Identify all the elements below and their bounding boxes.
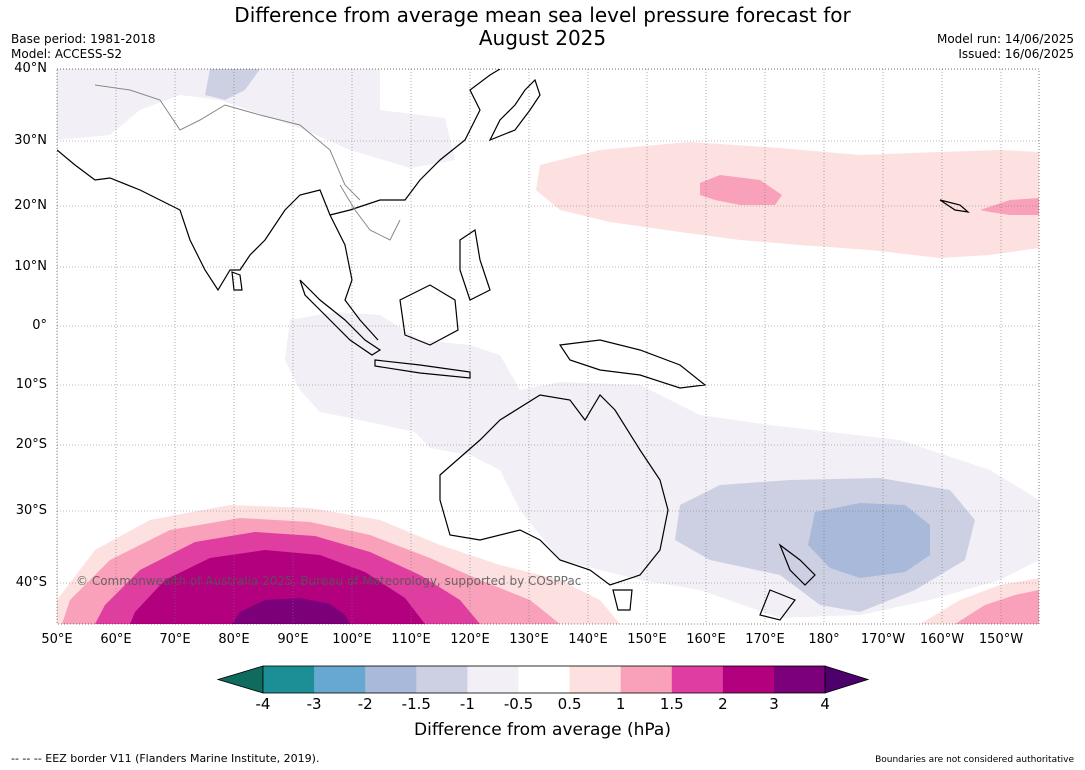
lat-label: 30°N: [14, 133, 47, 148]
colorbar-bin: [518, 666, 571, 693]
map-title: Difference from average mean sea level p…: [0, 4, 1085, 50]
graticule: [57, 69, 1039, 624]
coastline-philippines: [459, 228, 491, 301]
country-borders: [94, 84, 401, 241]
colorbar-bin: [569, 666, 622, 693]
colorbar-tick-label: 3: [769, 695, 779, 713]
model-info: Base period: 1981-2018 Model: ACCESS-S2: [11, 32, 156, 62]
colorbar-tick-label: 4: [820, 695, 830, 713]
lon-label: 50°E: [41, 632, 73, 647]
colorbar-tick-label: 2: [718, 695, 728, 713]
border-indochina: [339, 184, 401, 241]
lon-label: 100°E: [332, 632, 372, 647]
anomaly-fields: [57, 69, 1039, 624]
lon-label: 120°E: [450, 632, 490, 647]
lon-label: 160°E: [686, 632, 726, 647]
coastline-tasmania: [612, 589, 633, 611]
lat-label: 10°N: [14, 259, 47, 274]
colorbar-title: Difference from average (hPa): [414, 720, 671, 740]
coastline-hawaii: [939, 199, 970, 213]
colorbar-tick-label: 1.5: [659, 695, 684, 713]
lat-label: 0°: [32, 318, 47, 333]
colorbar-bin: [314, 666, 366, 693]
positive-anomaly-pacific-core: [700, 175, 782, 205]
coastline-new-zealand-south: [759, 589, 796, 621]
lon-label: 110°E: [391, 632, 431, 647]
coastlines: [57, 69, 970, 621]
lon-label: 60°E: [100, 632, 132, 647]
lon-label: 170°W: [860, 632, 906, 647]
lon-label: 90°E: [277, 632, 309, 647]
colorbar-tick-label: -4: [255, 695, 271, 713]
positive-anomaly-pacific: [536, 142, 1039, 258]
lat-label: 40°S: [15, 575, 47, 590]
lon-label: 150°W: [978, 632, 1024, 647]
lon-label: 160°W: [919, 632, 965, 647]
lon-label: 80°E: [218, 632, 250, 647]
colorbar-bin: [774, 666, 826, 693]
lat-label: 10°S: [15, 377, 47, 392]
coastline-new-zealand-north: [778, 543, 816, 586]
coastline-sumatra: [299, 279, 382, 356]
colorbar-extend-low: [216, 665, 264, 694]
eez-border-note: -- -- -- EEZ border V11 (Flanders Marine…: [11, 752, 320, 765]
negative-anomaly-north: [57, 69, 455, 168]
colorbar-tick-label: 1: [615, 695, 626, 713]
positive-anomaly-pacific-east: [980, 198, 1039, 215]
colorbar-bin: [467, 666, 519, 693]
coastline-australia: [439, 394, 669, 586]
colorbar-bin: [416, 666, 468, 693]
colorbar-bin: [620, 666, 673, 693]
colorbar-tick-label: -0.5: [503, 695, 534, 713]
colorbar-frame: [262, 665, 826, 694]
coastline-borneo: [399, 284, 459, 346]
issued-date: Issued: 16/06/2025: [958, 47, 1074, 61]
boundaries-disclaimer: Boundaries are not considered authoritat…: [875, 755, 1074, 765]
colorbar-bin: [671, 666, 724, 693]
coastline-japan-korea: [488, 78, 541, 142]
negative-anomaly-himalaya: [205, 69, 260, 100]
map-frame: [56, 68, 1040, 625]
lon-label: 130°E: [509, 632, 549, 647]
base-period: Base period: 1981-2018: [11, 32, 156, 46]
model-run-date: Model run: 14/06/2025: [936, 32, 1074, 46]
border-south-asia: [94, 84, 361, 201]
run-info: Model run: 14/06/2025 Issued: 16/06/2025: [937, 32, 1074, 62]
colorbar-tick-label: -2: [357, 695, 373, 713]
map-area[interactable]: [57, 69, 1039, 624]
lon-label: 140°E: [568, 632, 608, 647]
coastline-indochina-china: [329, 69, 501, 216]
positive-anomaly-sio-2: [130, 550, 425, 624]
colorbar-tick-label: -1: [459, 695, 475, 713]
lon-label: 70°E: [159, 632, 191, 647]
coastline-java: [374, 359, 471, 379]
colorbar-tick-label: 0.5: [557, 695, 582, 713]
colorbar-tick-label: -1.5: [401, 695, 431, 713]
lon-label: 150°E: [627, 632, 667, 647]
positive-anomaly-se-corner-core: [955, 590, 1039, 624]
negative-anomaly-tasman-core: [808, 503, 930, 578]
lat-label: 30°S: [15, 503, 47, 518]
lon-label: 170°E: [745, 632, 785, 647]
coastline-sri-lanka: [231, 271, 243, 291]
colorbar-bin: [365, 666, 417, 693]
map-title-line1: Difference from average mean sea level p…: [234, 3, 851, 27]
colorbar-extend-high: [824, 665, 870, 694]
lat-label: 40°N: [14, 61, 47, 76]
colorbar-bin: [722, 666, 775, 693]
lat-label: 20°N: [14, 198, 47, 213]
map-title-line2: August 2025: [478, 26, 607, 50]
colorbar: [216, 665, 870, 694]
copyright-notice: © Commonwealth of Australia 2025, Bureau…: [76, 574, 582, 588]
lat-label: 20°S: [15, 437, 47, 452]
colorbar-tick-label: -3: [306, 695, 322, 713]
colorbar-bin: [263, 666, 315, 693]
positive-anomaly-sio-3: [232, 598, 350, 624]
model-name: Model: ACCESS-S2: [11, 47, 123, 61]
coastline-new-guinea: [558, 339, 707, 389]
coastline-arabia-india: [57, 149, 379, 341]
lon-label: 180°: [808, 632, 840, 647]
